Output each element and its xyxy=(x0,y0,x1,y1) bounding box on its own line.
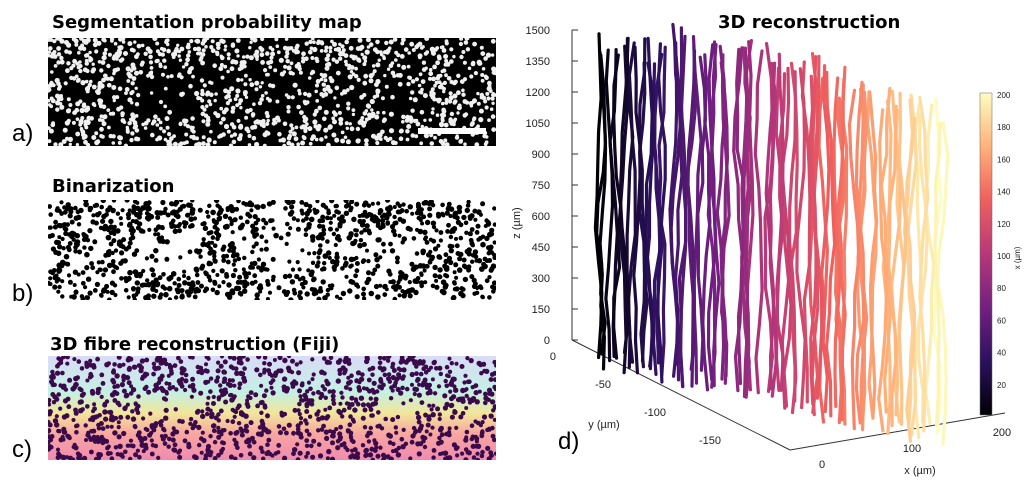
z-tick-label: 450 xyxy=(532,242,550,254)
colorbar-tick-label: 40 xyxy=(997,349,1006,358)
z-tick-label: 150 xyxy=(532,304,550,316)
y-tick-label: 0 xyxy=(550,351,556,363)
panel-b-title: Binarization xyxy=(52,176,175,197)
z-tick-label: 300 xyxy=(532,273,550,285)
colorbar-tick-label: 140 xyxy=(997,188,1011,197)
z-tick-label: 0 xyxy=(544,335,550,347)
colorbar-tick-label: 80 xyxy=(997,284,1006,293)
panel-c-label: c) xyxy=(12,436,32,463)
panel-a-title: Segmentation probability map xyxy=(52,12,362,33)
panel-c-title: 3D fibre reconstruction (Fiji) xyxy=(50,334,340,355)
y-axis-label: y (µm) xyxy=(588,419,619,431)
z-axis-label: z (µm) xyxy=(511,207,523,238)
y-tick-label: -50 xyxy=(595,379,611,391)
colorbar-tick-label: 100 xyxy=(997,252,1011,261)
x-axis: 0 100 200 xyxy=(789,412,1011,471)
z-tick-label: 1200 xyxy=(526,87,550,99)
x-tick-label: 200 xyxy=(993,427,1011,439)
y-axis: 0 -50 -100 -150 xyxy=(550,339,791,451)
z-tick-label: 900 xyxy=(532,149,550,161)
y-tick-label: -100 xyxy=(644,407,666,419)
colorbar-tick-label: 160 xyxy=(997,155,1011,164)
colorbar-tick-label: 200 xyxy=(997,91,1011,100)
scale-bar xyxy=(418,128,486,134)
z-tick-label: 750 xyxy=(532,180,550,192)
colorbar-label: x (µm) xyxy=(1013,246,1022,269)
x-tick-label: 0 xyxy=(819,459,825,471)
colorbar-tick-label: 60 xyxy=(997,316,1006,325)
x-axis-label: x (µm) xyxy=(904,465,935,477)
z-tick-label: 1350 xyxy=(526,56,550,68)
z-tick-label: 1050 xyxy=(526,118,550,130)
z-tick-label: 1500 xyxy=(526,25,550,37)
colorbar-tick-label: 180 xyxy=(997,123,1011,132)
colorbar-tick-label: 20 xyxy=(997,381,1006,390)
panel-b-label: b) xyxy=(12,280,34,307)
binarization-image xyxy=(48,200,496,300)
panel-a-label: a) xyxy=(12,120,34,147)
segmentation-probability-image xyxy=(48,38,496,146)
fibres xyxy=(593,22,950,446)
x-tick-label: 100 xyxy=(903,443,921,455)
y-tick-label: -150 xyxy=(699,435,721,447)
z-tick-label: 600 xyxy=(532,211,550,223)
panel-d-title: 3D reconstruction xyxy=(718,12,901,33)
colorbar: 200 180 160 140 120 100 80 60 40 20 xyxy=(979,91,1011,416)
colorbar-tick-label: 120 xyxy=(997,220,1011,229)
colorbar-gradient xyxy=(979,92,993,416)
panel-d-label: d) xyxy=(558,428,580,455)
fiji-reconstruction-image xyxy=(48,356,496,460)
